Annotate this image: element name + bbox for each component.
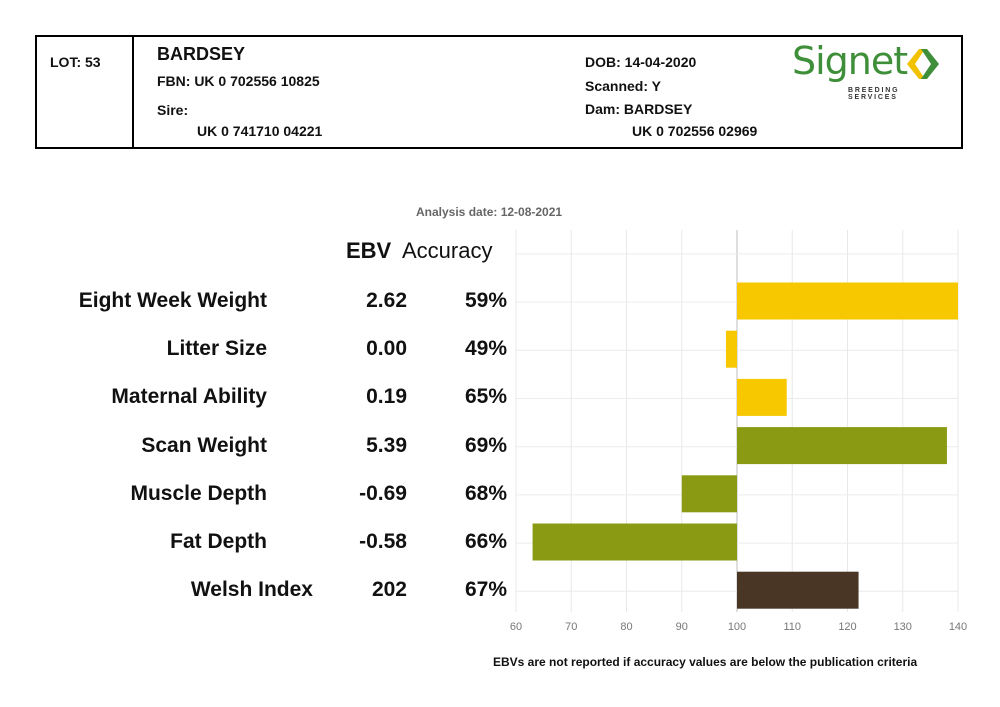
trait-ebv: 202 (371, 578, 407, 602)
logo-brand: Signet (792, 39, 908, 83)
scanned-status: Scanned: Y (585, 78, 661, 94)
analysis-date: Analysis date: 12-08-2021 (416, 205, 563, 219)
flock-book-number: FBN: UK 0 702556 10825 (157, 73, 320, 89)
trait-accuracy: 68% (464, 481, 507, 505)
trait-label: Muscle Depth (130, 481, 267, 505)
x-tick-label: 110 (783, 621, 801, 633)
x-tick-label: 140 (949, 621, 967, 633)
dam-id: UK 0 702556 02969 (632, 123, 758, 139)
trait-accuracy: 59% (464, 289, 507, 312)
trait-bar (737, 571, 859, 609)
dam-name: Dam: BARDSEY (585, 101, 693, 117)
header-divider (132, 37, 134, 147)
trait-label: Litter Size (166, 337, 267, 361)
trait-bar (737, 427, 947, 465)
x-tick-label: 70 (565, 621, 577, 633)
trait-label: Scan Weight (141, 433, 267, 457)
trait-bar (737, 378, 787, 416)
trait-ebv: -0.58 (359, 530, 407, 553)
trait-bar (681, 475, 737, 513)
trait-ebv: 2.62 (366, 289, 407, 312)
x-tick-label: 100 (728, 621, 746, 633)
x-tick-label: 60 (510, 621, 522, 633)
trait-label: Maternal Ability (111, 385, 267, 409)
x-tick-label: 130 (894, 621, 912, 633)
logo-subtitle: BREEDING SERVICES (848, 87, 900, 101)
animal-name: BARDSEY (157, 44, 246, 64)
trait-label: Fat Depth (170, 530, 267, 553)
x-tick-label: 80 (620, 621, 632, 633)
footnote: EBVs are not reported if accuracy values… (493, 655, 918, 669)
trait-accuracy: 69% (464, 433, 507, 457)
trait-ebv: -0.69 (359, 481, 407, 505)
animal-header: LOT: 53 BARDSEY FBN: UK 0 702556 10825 S… (35, 35, 963, 149)
signet-logo: Signet BREEDING SERVICES (792, 39, 952, 101)
lot-number: LOT: 53 (50, 54, 101, 70)
ebv-column-header: EBV (346, 238, 392, 263)
trait-label: Eight Week Weight (78, 289, 267, 312)
logo-mark-icon (907, 49, 939, 79)
accuracy-column-header: Accuracy (402, 238, 493, 263)
trait-ebv: 5.39 (366, 433, 407, 457)
trait-accuracy: 65% (464, 385, 507, 409)
trait-label: Welsh Index (190, 578, 313, 602)
x-tick-label: 120 (838, 621, 856, 633)
trait-ebv: 0.19 (366, 385, 407, 409)
x-tick-label: 90 (676, 621, 688, 633)
trait-accuracy: 67% (464, 578, 507, 602)
trait-bar (532, 523, 737, 561)
trait-bar (737, 282, 958, 320)
date-of-birth: DOB: 14-04-2020 (585, 54, 697, 70)
trait-accuracy: 66% (464, 530, 507, 553)
trait-bar (725, 330, 737, 368)
sire-id: UK 0 741710 04221 (197, 123, 323, 139)
trait-accuracy: 49% (464, 337, 507, 361)
sire-label: Sire: (157, 102, 189, 118)
trait-ebv: 0.00 (366, 337, 407, 361)
